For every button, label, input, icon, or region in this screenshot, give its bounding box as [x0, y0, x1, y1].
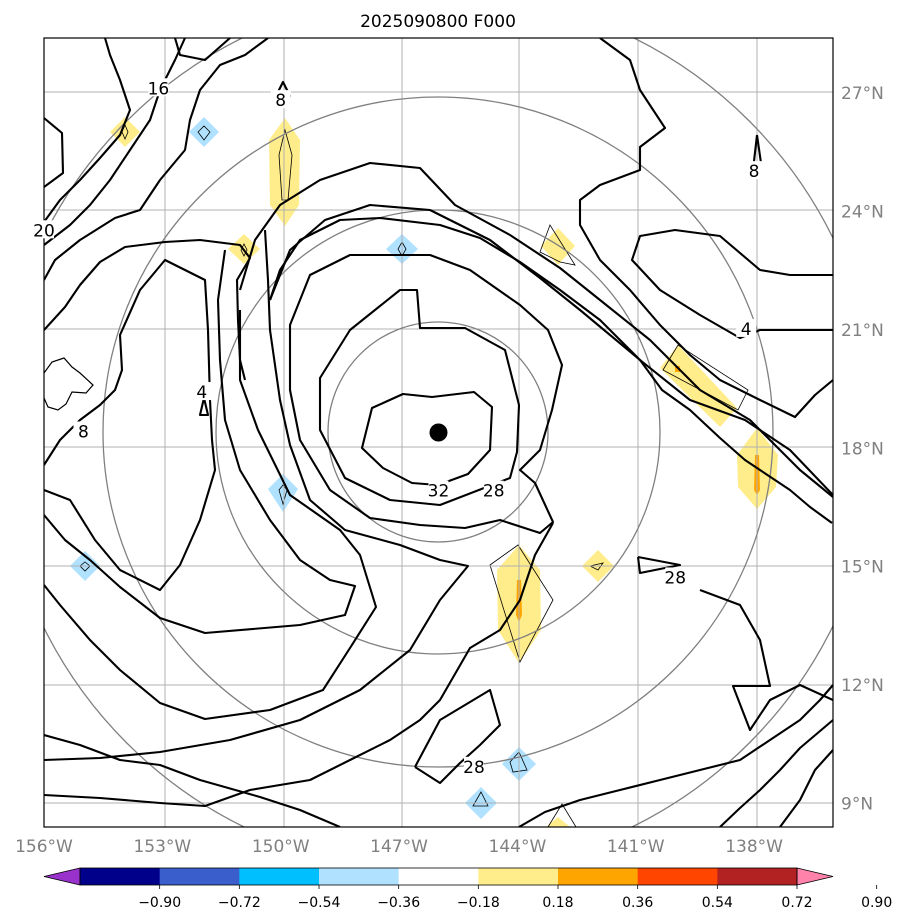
contour-label-background: [270, 90, 291, 109]
range-rings: [44, 38, 833, 827]
colorbar-segment: [717, 868, 798, 885]
colorbar-segment: [558, 868, 639, 885]
contour-label-background: [34, 220, 54, 239]
colorbar-segment: [637, 868, 718, 885]
latitude-label: 27°N: [841, 84, 884, 104]
contour-label: 8: [78, 423, 89, 443]
contour-label: 16: [148, 79, 170, 99]
contour-label-background: [73, 421, 94, 440]
contour-labels: 16 20 8 4 8 4 8 32 28 28 28: [33, 78, 765, 778]
storm-center-marker: [429, 423, 448, 442]
latitude-label: 15°N: [841, 558, 884, 578]
contour-label-background: [665, 567, 686, 586]
positive-anomaly-area: [660, 345, 737, 427]
map-title: 2025090800 F000: [360, 12, 516, 32]
colorbar-segment: [398, 868, 479, 885]
colorbar-tick-label: −0.18: [457, 895, 500, 911]
negative-anomaly-area: [189, 117, 219, 147]
contour-label: 8: [749, 162, 760, 182]
contour-label: 4: [741, 320, 752, 340]
contour-label: 28: [483, 482, 505, 502]
colorbar-segment: [159, 868, 240, 885]
colorbar-tick-label: 0.18: [542, 895, 573, 911]
colorbar-over-triangle: [796, 867, 834, 886]
contour-label-background: [191, 382, 212, 401]
longitude-label: 150°W: [252, 837, 310, 857]
colorbar-tick-label: −0.54: [298, 895, 341, 911]
contour-label-background: [736, 318, 757, 337]
longitude-label: 147°W: [370, 837, 428, 857]
longitude-label: 153°W: [133, 837, 191, 857]
colorbar-frame: [79, 867, 798, 886]
negative-anomaly-area: [268, 474, 298, 512]
colorbar-tick-label: −0.90: [138, 895, 181, 911]
contour-label-background: [464, 756, 485, 775]
colorbar-segment: [478, 868, 559, 885]
main-contours: [44, 38, 833, 827]
contour-label-background: [744, 161, 765, 180]
contour-label-background: [428, 480, 449, 499]
colorbar-tick-label: −0.36: [377, 895, 420, 911]
contour-label-background: [148, 78, 169, 97]
colorbar: −0.90 −0.72 −0.54 −0.36 −0.18 0.18 0.36 0.54 0.7…: [43, 867, 892, 911]
latitude-label: 21°N: [841, 321, 884, 341]
contour-label: 8: [275, 91, 286, 111]
longitude-label: 156°W: [15, 837, 73, 857]
colorbar-under-triangle: [43, 867, 81, 886]
contour-label: 28: [463, 758, 485, 778]
colorbar-tick-label: 0.36: [622, 895, 653, 911]
colorbar-segment: [239, 868, 320, 885]
contour-label: 28: [664, 568, 686, 588]
contour-label-background: [483, 480, 504, 499]
longitude-label: 138°W: [725, 837, 783, 857]
contour-label: 20: [33, 221, 55, 241]
colorbar-segment: [319, 868, 400, 885]
contour-label: 4: [196, 383, 207, 403]
colorbar-tick-label: −0.72: [218, 895, 261, 911]
latitude-labels: 27°N 24°N 21°N 18°N 15°N 12°N 9°N: [841, 84, 884, 814]
longitude-label: 141°W: [607, 837, 665, 857]
contour-label: 32: [428, 482, 450, 502]
map-frame: [43, 37, 834, 828]
latitude-label: 12°N: [841, 676, 884, 696]
colorbar-segment: [80, 868, 161, 885]
positive-anomaly-area: [541, 228, 575, 265]
colorbar-tick-label: 0.54: [702, 895, 733, 911]
latitude-label: 9°N: [841, 794, 873, 814]
latitude-label: 18°N: [841, 439, 884, 459]
latitude-label: 24°N: [841, 203, 884, 223]
positive-anomaly-area: [110, 117, 140, 147]
positive-anomaly-area: [546, 817, 570, 827]
longitude-labels: 156°W 153°W 150°W 147°W 144°W 141°W 138°W: [15, 837, 783, 857]
island-outline: [44, 357, 94, 411]
map-panel: 16 20 8 4 8 4 8 32 28 28 28: [33, 37, 834, 828]
longitude-label: 144°W: [489, 837, 547, 857]
colorbar-tick-label: 0.90: [861, 895, 892, 911]
colorbar-tick-label: 0.72: [781, 895, 812, 911]
